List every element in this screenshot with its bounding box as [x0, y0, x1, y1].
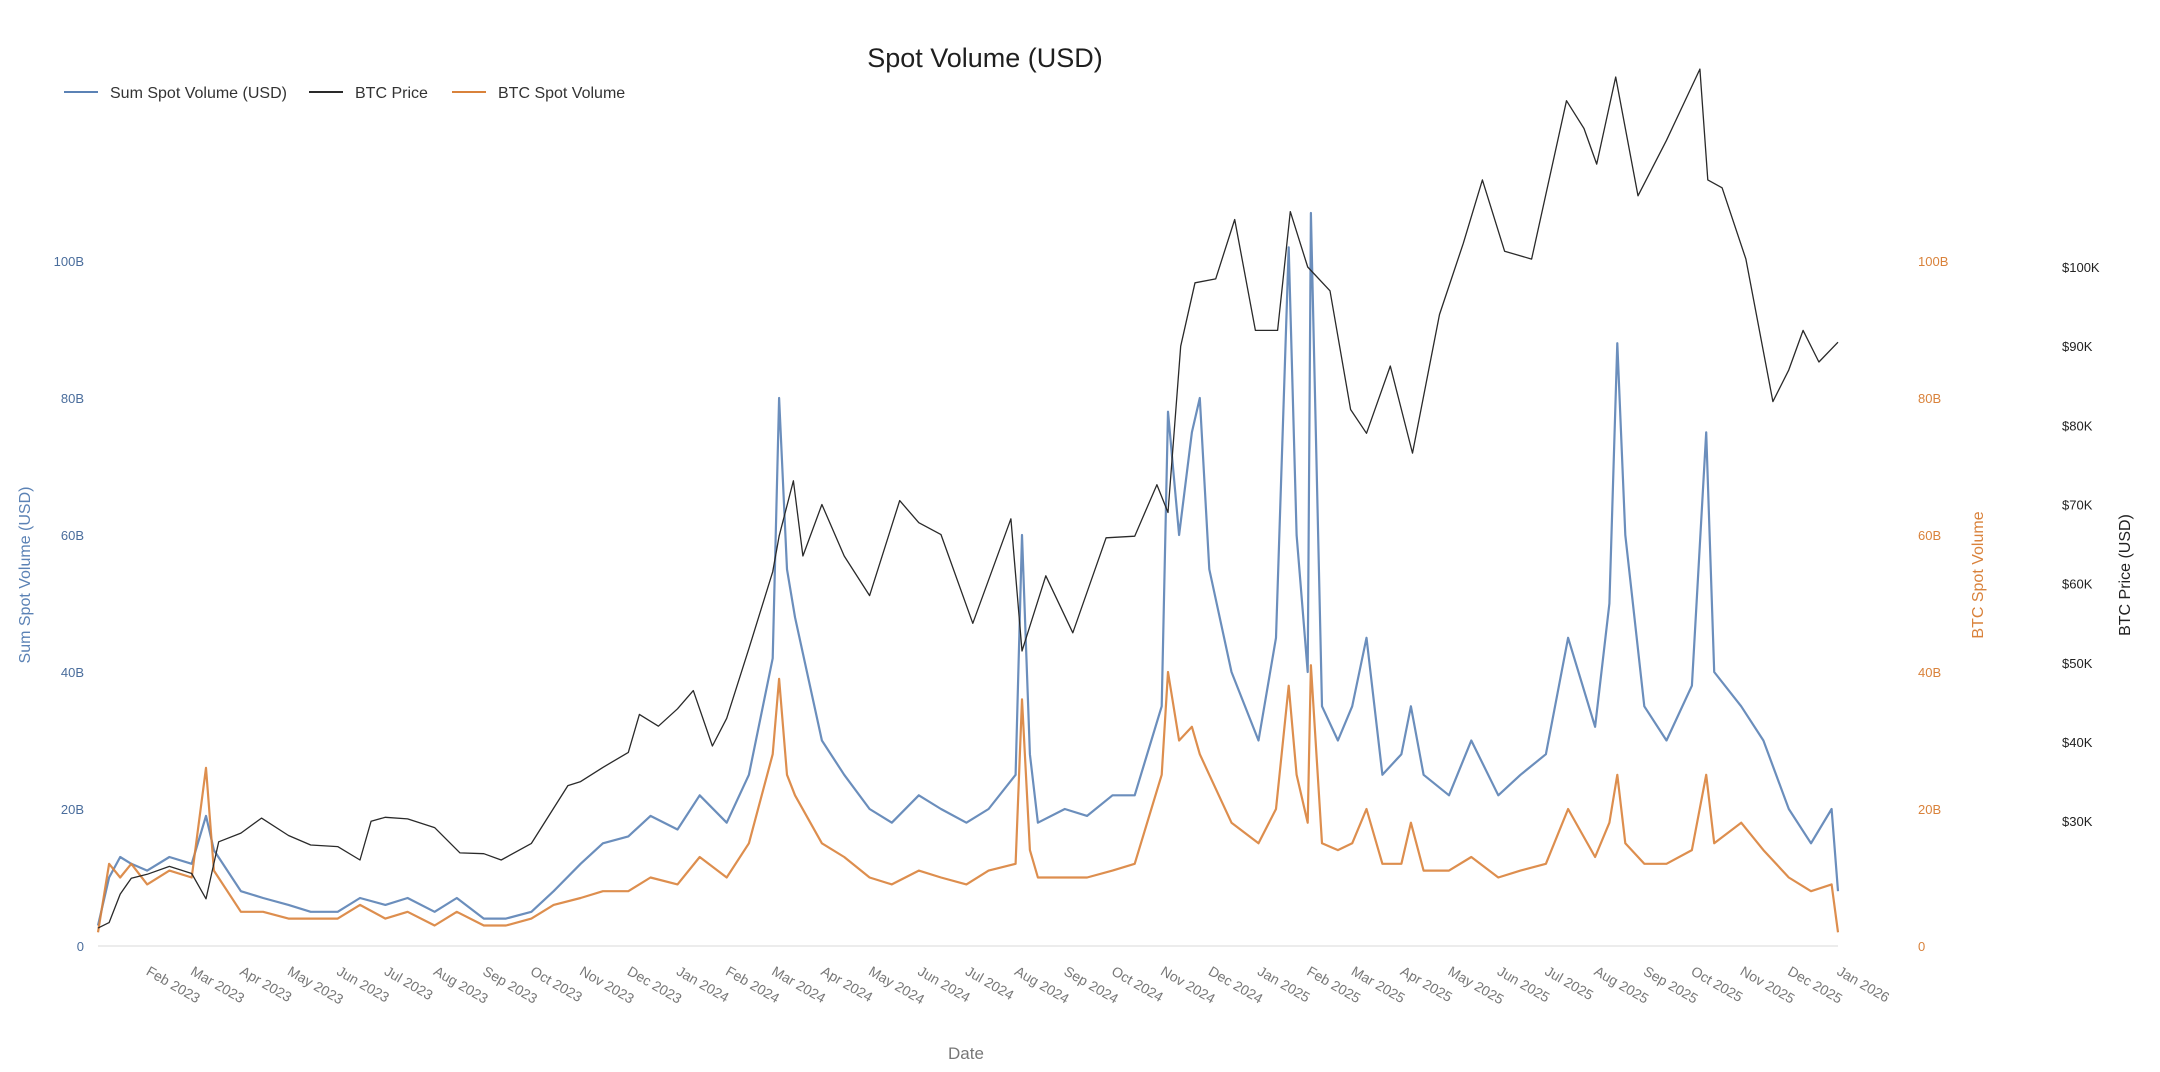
x-axis-label: Date [948, 1044, 984, 1063]
right-tick-label: 20B [1918, 802, 1941, 817]
price-tick-label: $80K [2062, 418, 2093, 433]
price-y-axis: $30K $40K $50K $60K $70K $80K $90K $100K [2062, 260, 2100, 829]
x-tick-label: Apr 2024 [818, 963, 875, 1005]
left-y-axis: 0 20B 40B 60B 80B 100B [54, 254, 84, 954]
price-tick-label: $70K [2062, 498, 2093, 513]
x-tick-label: Jul 2024 [963, 963, 1017, 1003]
x-tick-label: Aug 2024 [1012, 963, 1072, 1007]
series-line-2 [96, 664, 1840, 933]
right-y-axis: 0 20B 40B 60B 80B 100B [1918, 254, 1948, 954]
legend-label: BTC Spot Volume [498, 85, 625, 102]
x-tick-label: Jul 2023 [382, 963, 436, 1003]
price-tick-label: $100K [2062, 260, 2100, 275]
x-tick-label: Dec 2023 [625, 963, 685, 1007]
series-line-1 [97, 68, 1839, 929]
price-tick-label: $50K [2062, 656, 2093, 671]
right-tick-label: 0 [1918, 939, 1925, 954]
left-axis-label: Sum Spot Volume (USD) [17, 487, 34, 664]
series-layer [96, 68, 1840, 933]
price-tick-label: $90K [2062, 339, 2093, 354]
x-tick-label: Jul 2025 [1542, 963, 1596, 1003]
x-tick-label: Jan 2024 [674, 963, 732, 1006]
x-tick-label: Dec 2025 [1785, 963, 1845, 1007]
right-tick-label: 80B [1918, 391, 1941, 406]
right-tick-label: 60B [1918, 528, 1941, 543]
right-tick-label: 100B [1918, 254, 1948, 269]
chart-title: Spot Volume (USD) [867, 43, 1103, 73]
x-tick-label: Apr 2023 [237, 963, 294, 1005]
x-tick-label: Aug 2023 [431, 963, 491, 1007]
left-tick-label: 20B [61, 802, 84, 817]
left-tick-label: 60B [61, 528, 84, 543]
legend-label: BTC Price [355, 85, 428, 102]
left-tick-label: 100B [54, 254, 84, 269]
price-axis-label: BTC Price (USD) [2117, 514, 2134, 636]
x-tick-label: Dec 2024 [1206, 963, 1266, 1007]
chart-legend: Sum Spot Volume (USD) BTC Price BTC Spot V… [64, 85, 625, 102]
x-tick-label: Jan 2025 [1255, 963, 1313, 1006]
right-tick-label: 40B [1918, 665, 1941, 680]
right-axis-label: BTC Spot Volume [1970, 511, 1987, 638]
x-tick-label: Apr 2025 [1398, 963, 1455, 1005]
price-tick-label: $30K [2062, 814, 2093, 829]
left-tick-label: 40B [61, 665, 84, 680]
legend-label: Sum Spot Volume (USD) [110, 85, 287, 102]
price-tick-label: $60K [2062, 577, 2093, 592]
left-tick-label: 80B [61, 391, 84, 406]
x-tick-label: Aug 2025 [1592, 963, 1652, 1007]
price-tick-label: $40K [2062, 735, 2093, 750]
left-tick-label: 0 [77, 939, 84, 954]
x-tick-label: Jan 2026 [1835, 963, 1893, 1006]
series-line-0 [96, 211, 1840, 926]
